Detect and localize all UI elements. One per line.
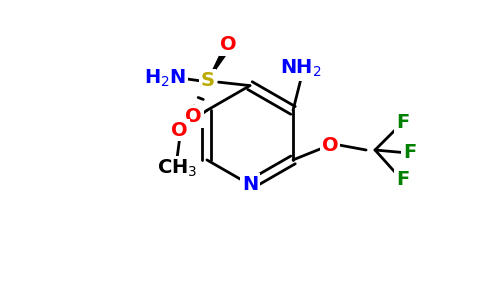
Text: N: N — [242, 175, 258, 194]
Text: CH$_3$: CH$_3$ — [157, 158, 197, 179]
Text: F: F — [396, 170, 409, 189]
Polygon shape — [208, 43, 231, 81]
Text: H$_2$N: H$_2$N — [144, 68, 186, 89]
Text: O: O — [220, 35, 237, 55]
Text: F: F — [403, 143, 416, 162]
Text: NH$_2$: NH$_2$ — [280, 58, 321, 79]
Text: F: F — [396, 113, 409, 132]
Text: O: O — [171, 121, 188, 140]
Text: O: O — [185, 107, 202, 126]
Text: O: O — [322, 136, 339, 154]
Text: S: S — [201, 71, 215, 90]
